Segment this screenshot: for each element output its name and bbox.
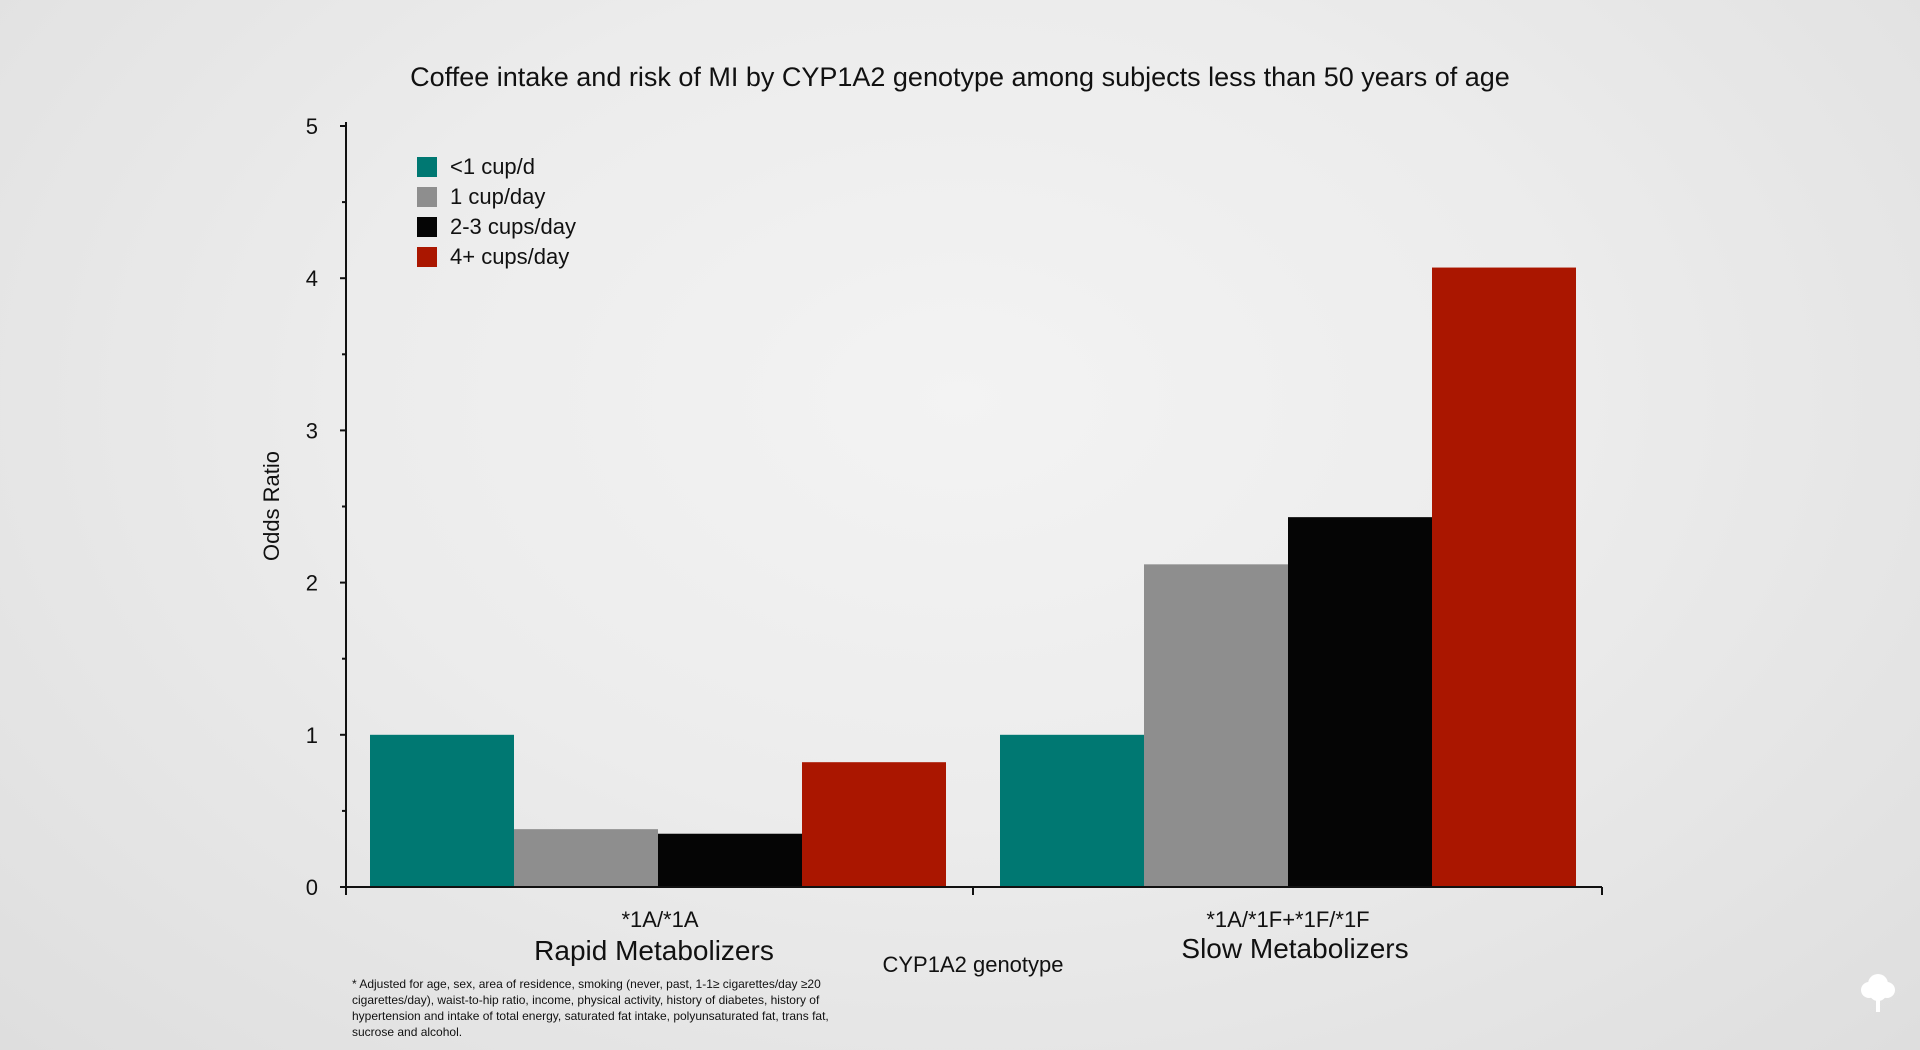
y-axis-label: Odds Ratio [259,450,284,562]
y-tick-label: 3 [306,418,318,443]
legend: <1 cup/d 1 cup/day 2-3 cups/day 4+ cups/… [417,152,576,272]
legend-item: 1 cup/day [417,182,576,212]
legend-item: 2-3 cups/day [417,212,576,242]
legend-label: 1 cup/day [450,184,546,209]
legend-label: 2-3 cups/day [450,214,576,239]
y-tick-label: 0 [306,875,318,900]
legend-item: <1 cup/d [417,152,576,182]
legend-item: 4+ cups/day [417,242,576,272]
y-tick-label: 4 [306,266,318,291]
legend-label: 4+ cups/day [450,244,570,269]
x-axis-label: CYP1A2 genotype [882,952,1064,977]
bar [1144,564,1288,887]
bar [658,833,802,887]
bar [1432,267,1576,887]
bar [514,829,658,887]
bar [370,734,514,887]
category-name-slow: Slow Metabolizers [1181,933,1409,964]
category-name-rapid: Rapid Metabolizers [534,935,774,966]
legend-swatch [417,187,437,207]
legend-label: <1 cup/d [450,154,536,179]
bar [802,762,946,887]
bar [1288,517,1432,887]
footnote: * Adjusted for age, sex, area of residen… [352,977,829,1039]
y-tick-label: 1 [306,723,318,748]
category-code-slow: *1A/*1F+*1F/*1F [1206,907,1370,932]
bar [1000,734,1144,887]
chart-title: Coffee intake and risk of MI by CYP1A2 g… [410,62,1510,92]
legend-swatch [417,157,437,177]
category-code-rapid: *1A/*1A [621,907,699,932]
legend-swatch [417,217,437,237]
legend-swatch [417,247,437,267]
tree-icon [1861,974,1895,1012]
y-tick-label: 5 [306,114,318,139]
y-tick-label: 2 [306,571,318,596]
